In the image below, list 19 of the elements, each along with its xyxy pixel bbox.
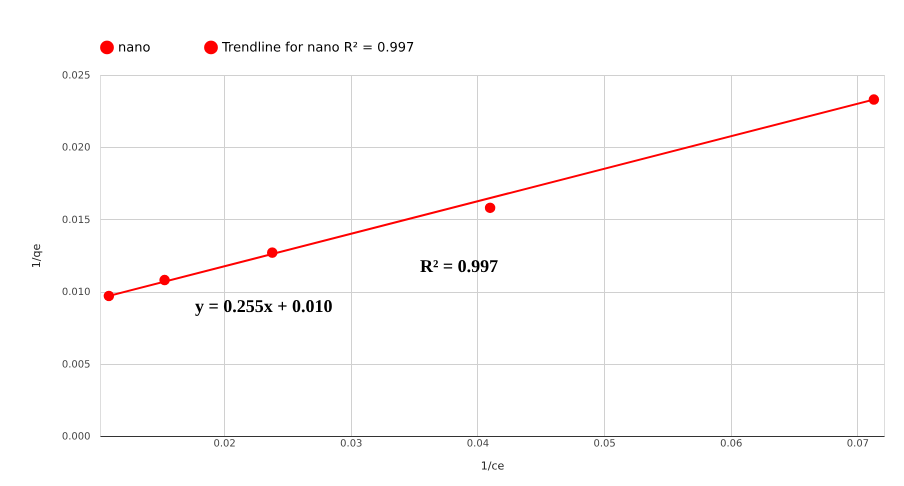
annotation: y = 0.255x + 0.010	[195, 296, 333, 316]
annotation: R² = 0.997	[420, 256, 498, 276]
y-tick-label: 0.005	[62, 359, 90, 370]
x-tick-label: 0.06	[720, 438, 742, 450]
x-tick-label: 0.03	[340, 438, 362, 450]
x-axis-title: 1/ce	[480, 460, 504, 472]
x-tick-label: 0.02	[213, 438, 236, 450]
legend-label: nano	[118, 40, 150, 56]
x-tick-label: 0.04	[466, 438, 490, 450]
x-tick-label: 0.07	[846, 438, 870, 450]
x-tick-label: 0.05	[593, 438, 616, 450]
point	[484, 202, 496, 214]
y-tick-label: 0.000	[62, 432, 90, 442]
y-tick-label: 0.015	[62, 214, 90, 226]
y-tick-label: 0.010	[62, 287, 90, 298]
legend-label: Trendline for nano R² = 0.997	[221, 40, 414, 56]
y-tick-label: 0.020	[62, 142, 90, 154]
y-axis-title: 1/qe	[30, 244, 43, 268]
y-tick-label: 0.025	[62, 70, 90, 82]
